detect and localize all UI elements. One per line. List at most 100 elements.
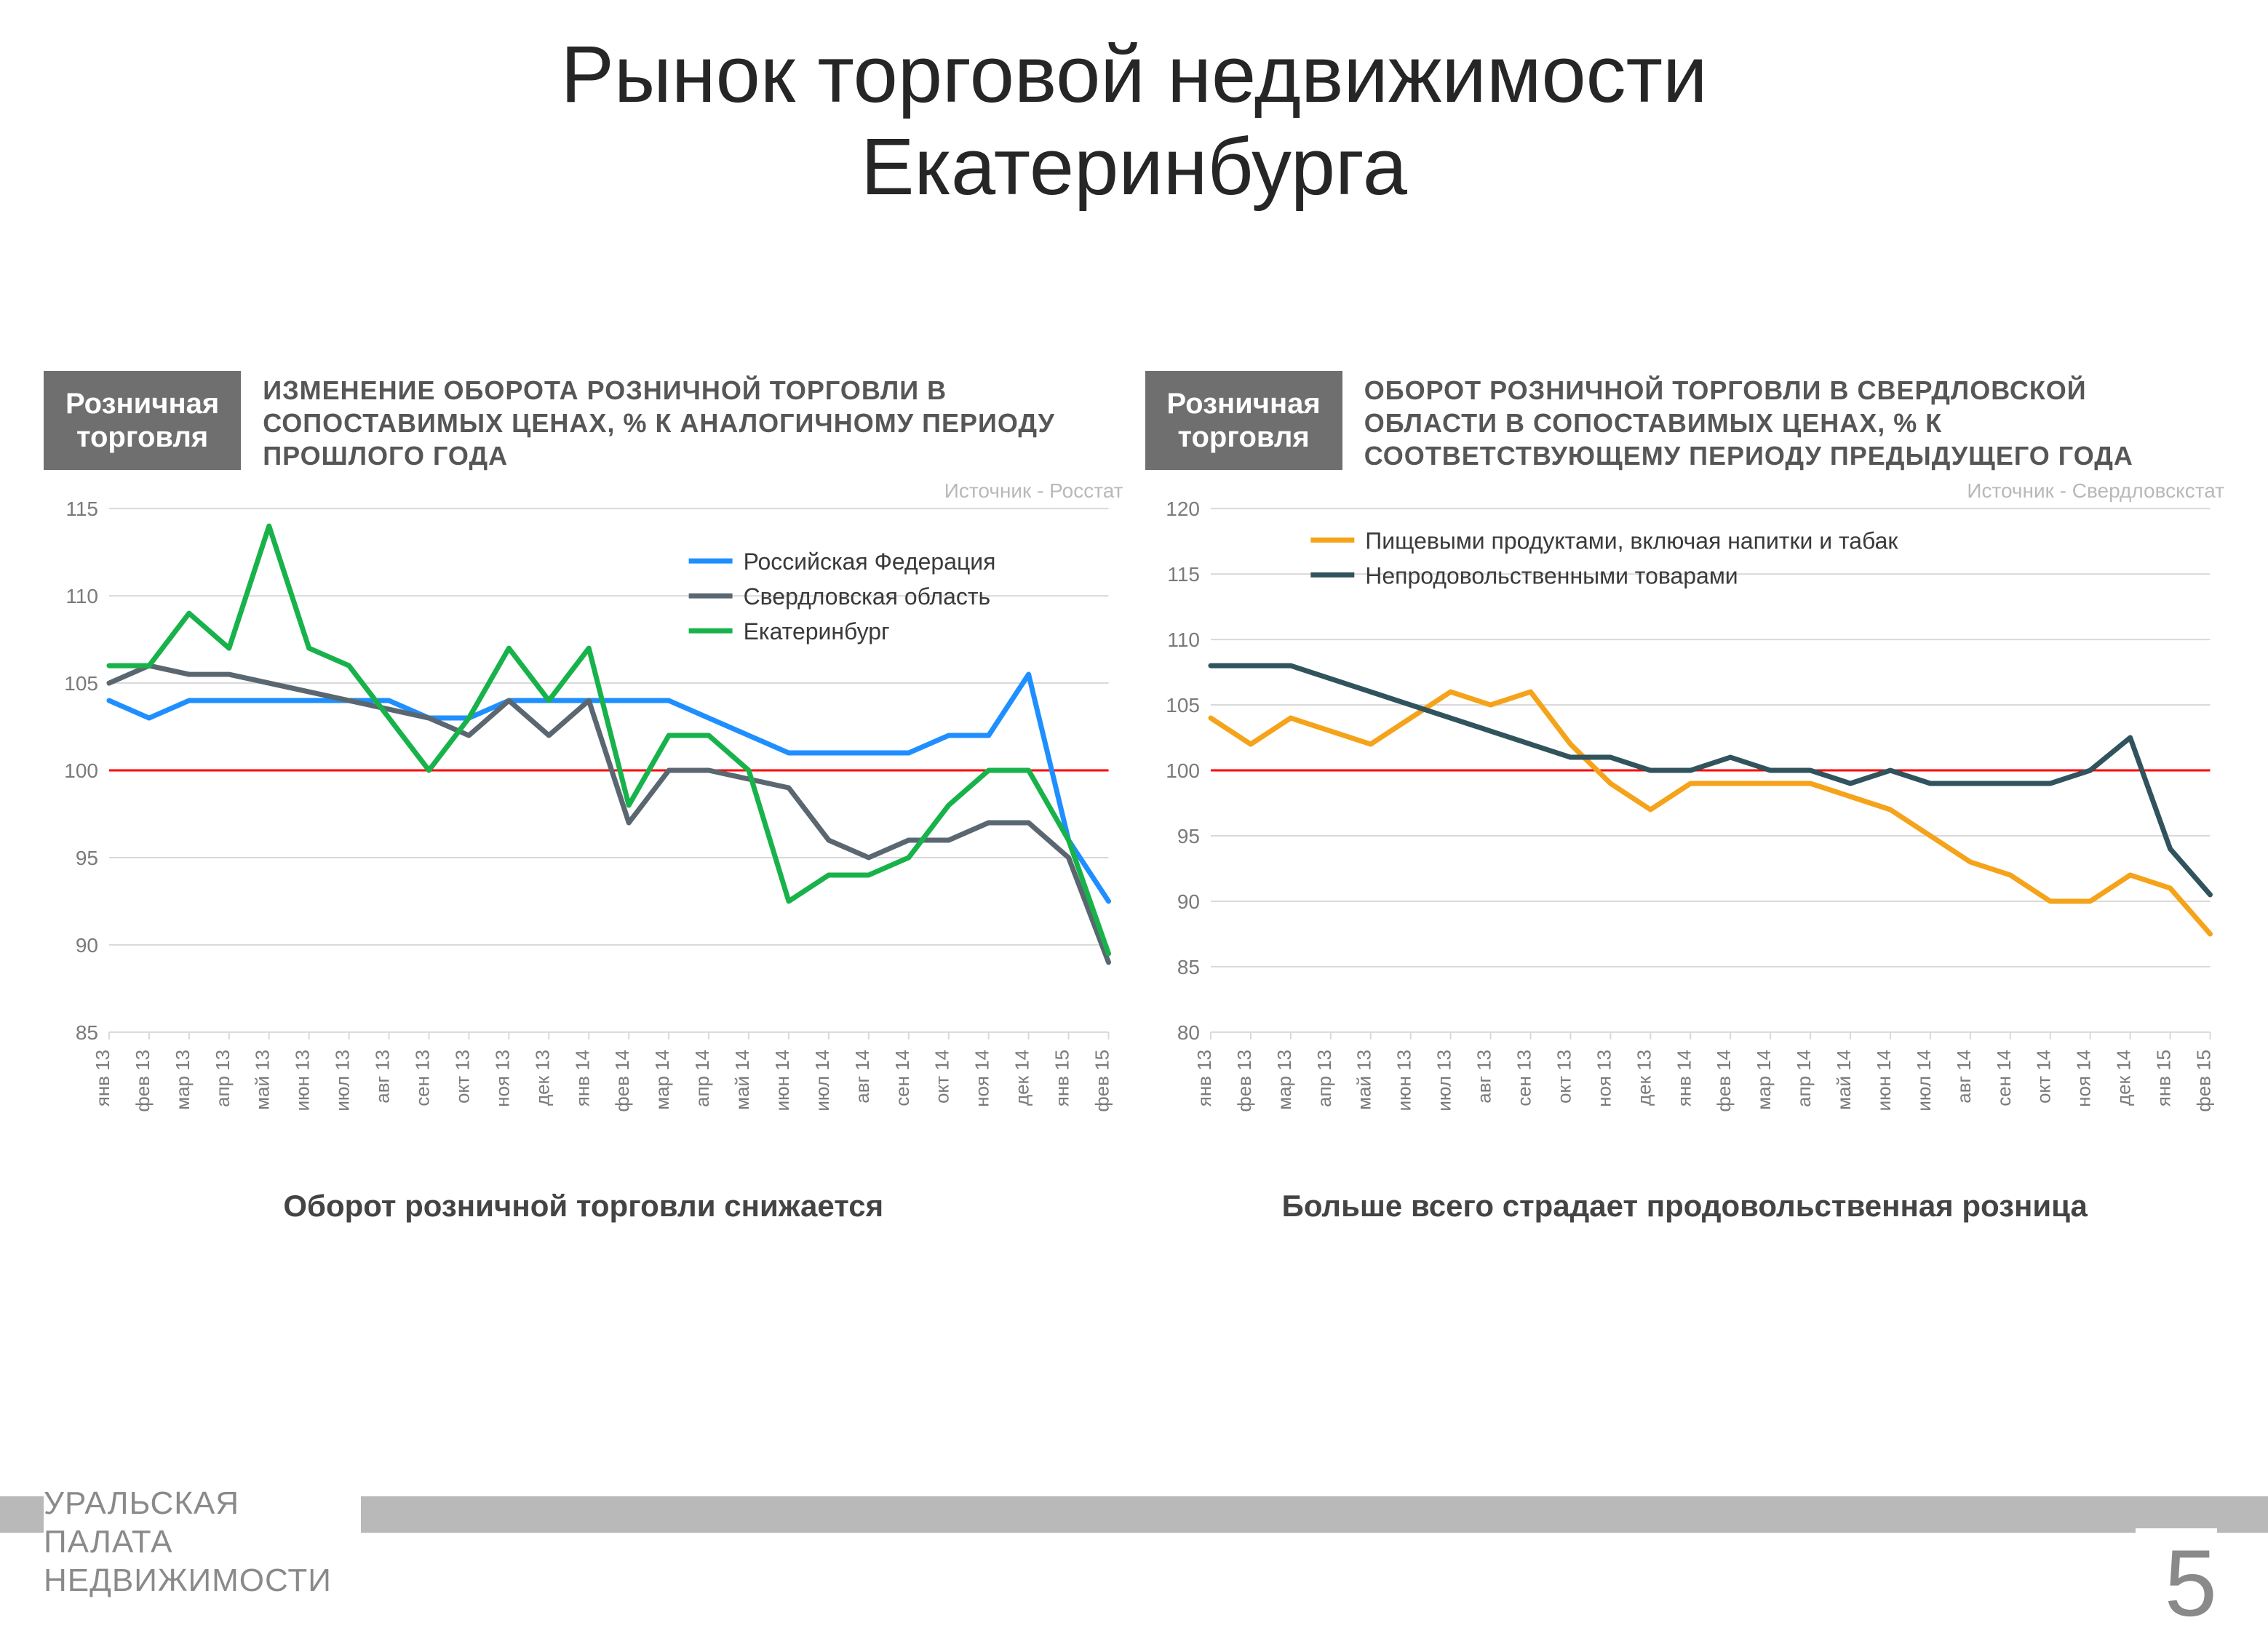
right-caption: Больше всего страдает продовольственная …: [1145, 1189, 2225, 1224]
title-line2: Екатеринбурга: [861, 122, 1407, 212]
right-title-prefix: ОБОРОТ РОЗНИЧНОЙ ТОРГОВЛИ В: [1364, 375, 1858, 405]
svg-text:фев 15: фев 15: [2192, 1050, 2214, 1112]
footer: УРАЛЬСКАЯ ПАЛАТА НЕДВИЖИМОСТИ 5: [0, 1485, 2268, 1652]
svg-text:янв 15: янв 15: [1051, 1050, 1073, 1106]
svg-text:мар 14: мар 14: [1753, 1050, 1775, 1110]
svg-text:окт 14: окт 14: [2032, 1050, 2054, 1104]
right-badge: Розничная торговля: [1145, 371, 1342, 470]
svg-text:июн 13: июн 13: [292, 1050, 314, 1111]
svg-text:фев 15: фев 15: [1091, 1050, 1113, 1112]
svg-text:июн 14: июн 14: [1872, 1050, 1894, 1111]
svg-text:ноя 13: ноя 13: [491, 1050, 513, 1107]
svg-text:дек 13: дек 13: [1633, 1050, 1655, 1106]
right-chart-svg: 80 85 90 95 100 105 110 115 120 янв 13 фев 13 мар 1…: [1145, 479, 2225, 1134]
svg-text:90: 90: [1177, 890, 1199, 913]
svg-text:сен 14: сен 14: [891, 1050, 913, 1106]
footer-page-number: 5: [2136, 1528, 2217, 1637]
right-badge-l1: Розничная: [1167, 388, 1321, 420]
svg-text:июл 14: июл 14: [1912, 1050, 1934, 1112]
svg-text:окт 14: окт 14: [931, 1050, 953, 1104]
title-line1: Рынок торговой недвижимости: [560, 30, 1707, 119]
svg-text:115: 115: [65, 498, 98, 520]
svg-text:120: 120: [1166, 498, 1200, 520]
svg-text:фев 14: фев 14: [1713, 1050, 1735, 1112]
footer-logo-l1: УРАЛЬСКАЯ: [44, 1485, 239, 1521]
right-badge-l2: торговля: [1177, 421, 1309, 453]
svg-text:янв 14: янв 14: [1673, 1050, 1695, 1106]
svg-text:май 14: май 14: [731, 1050, 753, 1110]
svg-text:фев 13: фев 13: [132, 1050, 154, 1112]
svg-text:85: 85: [76, 1021, 98, 1044]
svg-text:мар 14: мар 14: [651, 1050, 673, 1110]
svg-text:янв 13: янв 13: [92, 1050, 114, 1106]
svg-text:июн 13: июн 13: [1393, 1050, 1414, 1111]
svg-text:дек 14: дек 14: [2112, 1050, 2134, 1106]
svg-text:авг 13: авг 13: [372, 1050, 394, 1104]
svg-text:Российская Федерация: Российская Федерация: [744, 548, 996, 575]
left-badge-l1: Розничная: [65, 388, 219, 420]
svg-text:сен 14: сен 14: [1992, 1050, 2014, 1106]
svg-text:фев 13: фев 13: [1233, 1050, 1254, 1112]
svg-text:80: 80: [1177, 1021, 1199, 1044]
svg-text:апр 13: апр 13: [212, 1050, 234, 1107]
svg-text:100: 100: [1166, 759, 1200, 782]
svg-text:май 14: май 14: [1833, 1050, 1855, 1110]
svg-text:110: 110: [65, 585, 98, 607]
svg-text:июл 14: июл 14: [811, 1050, 833, 1112]
svg-text:авг 14: авг 14: [1952, 1050, 1974, 1104]
svg-text:дек 13: дек 13: [531, 1050, 553, 1106]
left-chart-svg: 859095100105110115янв 13фев 13мар 13апр …: [44, 479, 1123, 1134]
right-panel-title: ОБОРОТ РОЗНИЧНОЙ ТОРГОВЛИ В СВЕРДЛОВСКОЙ…: [1364, 371, 2224, 472]
page-title: Рынок торговой недвижимости Екатеринбург…: [0, 29, 2268, 213]
svg-text:фев 14: фев 14: [611, 1050, 633, 1112]
svg-text:90: 90: [76, 934, 98, 957]
svg-text:янв 13: янв 13: [1193, 1050, 1214, 1106]
left-panel-header: Розничная торговля ИЗМЕНЕНИЕ ОБОРОТА РОЗ…: [44, 371, 1123, 472]
svg-text:апр 14: апр 14: [691, 1050, 713, 1107]
svg-text:95: 95: [76, 847, 98, 869]
svg-text:ноя 13: ноя 13: [1593, 1050, 1615, 1107]
right-source: Источник - Свердловскстат: [1967, 479, 2224, 503]
svg-text:Свердловская область: Свердловская область: [744, 583, 991, 610]
svg-text:100: 100: [64, 759, 98, 782]
right-chart: Источник - Свердловскстат 80 85 90 95 100 105…: [1145, 479, 2225, 1134]
svg-text:ноя 14: ноя 14: [2072, 1050, 2094, 1107]
svg-text:Пищевыми продуктами, включая н: Пищевыми продуктами, включая напитки и т…: [1365, 527, 1898, 554]
svg-text:мар 13: мар 13: [172, 1050, 194, 1110]
svg-text:дек 14: дек 14: [1011, 1050, 1033, 1106]
footer-logo: УРАЛЬСКАЯ ПАЛАТА НЕДВИЖИМОСТИ: [44, 1485, 361, 1600]
left-chart: Источник - Росстат 859095100105110115янв…: [44, 479, 1123, 1134]
left-badge-l2: торговля: [76, 421, 208, 453]
slide: Рынок торговой недвижимости Екатеринбург…: [0, 0, 2268, 1652]
svg-text:апр 14: апр 14: [1793, 1050, 1815, 1107]
svg-text:115: 115: [1167, 563, 1200, 586]
left-panel-title: ИЗМЕНЕНИЕ ОБОРОТА РОЗНИЧНОЙ ТОРГОВЛИ В С…: [263, 371, 1123, 472]
svg-text:июл 13: июл 13: [1433, 1050, 1455, 1112]
svg-text:июл 13: июл 13: [332, 1050, 354, 1112]
footer-logo-l2: ПАЛАТА: [44, 1524, 173, 1560]
svg-text:май 13: май 13: [252, 1050, 274, 1110]
svg-text:авг 14: авг 14: [851, 1050, 873, 1104]
charts-row: Розничная торговля ИЗМЕНЕНИЕ ОБОРОТА РОЗ…: [44, 371, 2224, 1224]
svg-text:авг 13: авг 13: [1473, 1050, 1495, 1104]
svg-text:ноя 14: ноя 14: [971, 1050, 993, 1107]
svg-text:мар 13: мар 13: [1273, 1050, 1294, 1110]
svg-text:сен 13: сен 13: [1513, 1050, 1535, 1106]
footer-logo-l3: НЕДВИЖИМОСТИ: [44, 1563, 332, 1598]
svg-text:апр 13: апр 13: [1313, 1050, 1334, 1107]
svg-text:Непродовольственными товарами: Непродовольственными товарами: [1365, 562, 1738, 588]
svg-text:105: 105: [1166, 694, 1200, 717]
svg-text:Екатеринбург: Екатеринбург: [744, 618, 890, 645]
svg-text:окт 13: окт 13: [451, 1050, 473, 1104]
left-source: Источник - Росстат: [944, 479, 1123, 503]
left-caption: Оборот розничной торговли снижается: [44, 1189, 1123, 1224]
svg-text:май 13: май 13: [1353, 1050, 1374, 1110]
svg-text:85: 85: [1177, 956, 1199, 978]
svg-text:110: 110: [1167, 629, 1200, 651]
svg-text:окт 13: окт 13: [1553, 1050, 1575, 1104]
svg-text:сен 13: сен 13: [412, 1050, 434, 1106]
right-panel-header: Розничная торговля ОБОРОТ РОЗНИЧНОЙ ТОРГ…: [1145, 371, 2225, 472]
left-badge: Розничная торговля: [44, 371, 241, 470]
left-panel: Розничная торговля ИЗМЕНЕНИЕ ОБОРОТА РОЗ…: [44, 371, 1123, 1224]
svg-text:95: 95: [1177, 825, 1199, 847]
